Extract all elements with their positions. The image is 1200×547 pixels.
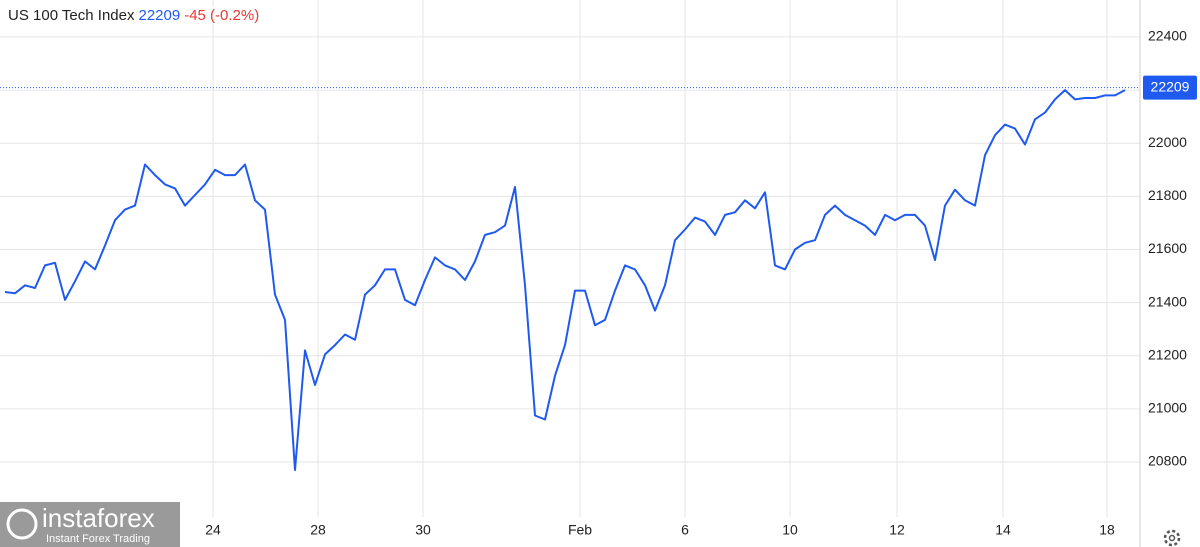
- last-price-label: 22209: [1151, 78, 1190, 94]
- watermark-bg: [0, 502, 180, 547]
- y-tick-label: 21200: [1148, 346, 1187, 362]
- price-line: [4, 89, 1126, 471]
- y-tick-label: 21000: [1148, 400, 1187, 416]
- watermark-name: instaforex: [42, 503, 155, 533]
- x-tick-label: 6: [681, 522, 689, 538]
- watermark-icon: [6, 508, 38, 540]
- y-tick-label: 21800: [1148, 187, 1187, 203]
- gear-outer: [1163, 529, 1181, 547]
- y-tick-label: 21400: [1148, 293, 1187, 309]
- x-tick-label: 24: [205, 522, 221, 538]
- chart-title: US 100 Tech Index: [8, 7, 135, 24]
- x-tick-label: 18: [1099, 522, 1115, 538]
- settings-button[interactable]: [1163, 529, 1181, 547]
- y-tick-label: 20800: [1148, 453, 1187, 469]
- x-tick-label: 28: [310, 522, 326, 538]
- header: US 100 Tech Index 22209 -45 (-0.2%): [8, 7, 264, 24]
- y-tick-label: 22400: [1148, 28, 1187, 44]
- y-tick-label: 22000: [1148, 134, 1187, 150]
- price-change: -45 (-0.2%): [184, 7, 260, 24]
- x-tick-label: 14: [995, 522, 1011, 538]
- last-price: 22209: [138, 7, 181, 24]
- plot-area: [0, 0, 1140, 517]
- watermark-tagline: Instant Forex Trading: [46, 533, 150, 545]
- gear-inner: [1168, 534, 1176, 542]
- x-tick-label: Feb: [568, 522, 592, 538]
- y-tick-label: 21600: [1148, 240, 1187, 256]
- x-tick-label: 12: [889, 522, 905, 538]
- x-tick-label: 10: [782, 522, 798, 538]
- x-tick-label: 30: [415, 522, 431, 538]
- last-price-box: [1143, 75, 1197, 100]
